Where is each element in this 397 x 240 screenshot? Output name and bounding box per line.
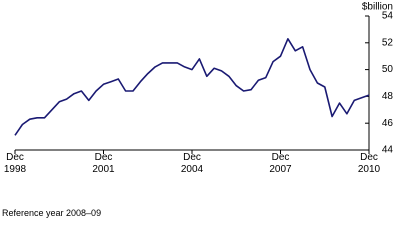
x-tick-label: Dec 1998	[3, 152, 27, 175]
y-tick-label: 48	[382, 91, 394, 102]
footnote: Reference year 2008–09	[2, 208, 102, 218]
x-tick-label: Dec 2004	[180, 152, 204, 175]
y-tick-label: 54	[382, 11, 394, 22]
data-line	[14, 37, 370, 136]
y-unit: $billion	[362, 2, 393, 13]
y-tick-label: 50	[382, 64, 394, 75]
chart: $billion 44 46 48 50 52 54	[14, 2, 394, 156]
x-tick-label: Dec 2001	[92, 152, 115, 175]
y-tick-label: 52	[382, 37, 394, 48]
x-tick-label: Dec 2010	[357, 152, 381, 175]
page: {"chart_data": {"type": "line", "y_unit"…	[2, 1, 394, 218]
y-tick-label: 46	[382, 118, 394, 129]
y-tick-label: 44	[382, 145, 394, 156]
x-tick-label: Dec 2007	[269, 152, 292, 175]
